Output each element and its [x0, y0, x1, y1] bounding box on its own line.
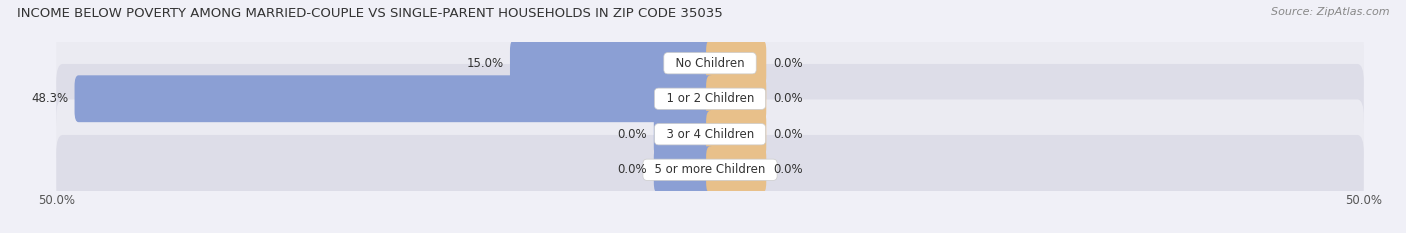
Text: 0.0%: 0.0%: [773, 92, 803, 105]
FancyBboxPatch shape: [654, 146, 714, 193]
FancyBboxPatch shape: [510, 40, 714, 87]
Text: 0.0%: 0.0%: [617, 128, 647, 141]
FancyBboxPatch shape: [706, 40, 766, 87]
Text: 15.0%: 15.0%: [467, 57, 503, 70]
Text: No Children: No Children: [668, 57, 752, 70]
FancyBboxPatch shape: [654, 111, 714, 158]
FancyBboxPatch shape: [706, 146, 766, 193]
FancyBboxPatch shape: [706, 75, 766, 122]
Text: 0.0%: 0.0%: [773, 128, 803, 141]
FancyBboxPatch shape: [75, 75, 714, 122]
FancyBboxPatch shape: [56, 64, 1364, 134]
Text: 1 or 2 Children: 1 or 2 Children: [658, 92, 762, 105]
Text: 0.0%: 0.0%: [773, 163, 803, 176]
FancyBboxPatch shape: [56, 135, 1364, 205]
Text: 0.0%: 0.0%: [617, 163, 647, 176]
Text: INCOME BELOW POVERTY AMONG MARRIED-COUPLE VS SINGLE-PARENT HOUSEHOLDS IN ZIP COD: INCOME BELOW POVERTY AMONG MARRIED-COUPL…: [17, 7, 723, 20]
Text: 48.3%: 48.3%: [31, 92, 67, 105]
Text: Source: ZipAtlas.com: Source: ZipAtlas.com: [1271, 7, 1389, 17]
FancyBboxPatch shape: [706, 111, 766, 158]
Text: 0.0%: 0.0%: [773, 57, 803, 70]
FancyBboxPatch shape: [56, 99, 1364, 169]
FancyBboxPatch shape: [56, 28, 1364, 98]
Text: 3 or 4 Children: 3 or 4 Children: [658, 128, 762, 141]
Text: 5 or more Children: 5 or more Children: [647, 163, 773, 176]
